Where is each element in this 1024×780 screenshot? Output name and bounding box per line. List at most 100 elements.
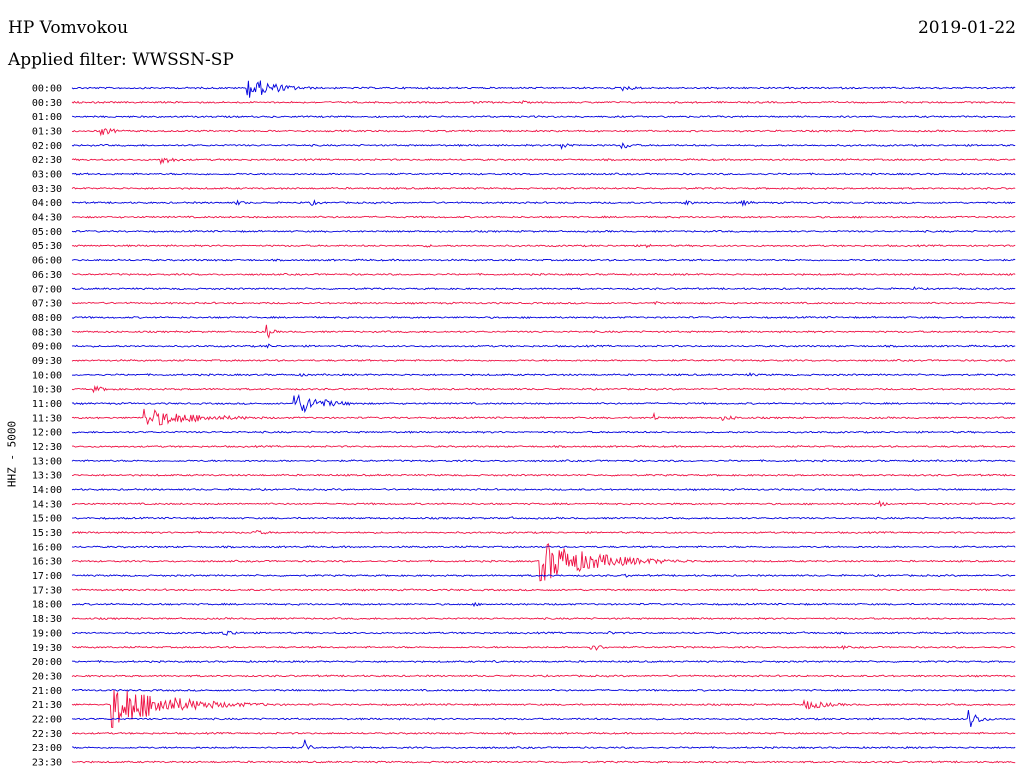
row-tick-label: 18:00 bbox=[32, 600, 62, 611]
row-tick-label: 20:30 bbox=[32, 671, 62, 682]
trace-row bbox=[71, 315, 1016, 320]
trace-row bbox=[71, 430, 1016, 434]
date-title: 2019-01-22 bbox=[917, 18, 1016, 38]
row-tick-label: 18:30 bbox=[32, 614, 62, 625]
trace-row bbox=[71, 543, 1016, 582]
trace-row bbox=[71, 199, 1016, 207]
row-tick-label: 13:00 bbox=[32, 456, 62, 467]
trace-row bbox=[71, 516, 1016, 520]
trace-row bbox=[71, 229, 1016, 233]
filter-label: Applied filter: WWSSN-SP bbox=[8, 50, 234, 70]
trace-row bbox=[71, 487, 1016, 492]
trace-row bbox=[71, 573, 1016, 578]
trace-row bbox=[71, 674, 1016, 678]
trace-row bbox=[71, 115, 1016, 119]
trace-row bbox=[71, 301, 1016, 306]
station-title: HP Vomvokou bbox=[8, 18, 129, 38]
trace-row bbox=[71, 630, 1016, 636]
row-tick-label: 17:00 bbox=[32, 571, 62, 582]
trace-row bbox=[71, 588, 1016, 592]
row-tick-label: 09:00 bbox=[32, 342, 62, 353]
row-tick-label: 14:30 bbox=[32, 499, 62, 510]
trace-row bbox=[71, 243, 1016, 249]
trace-row bbox=[71, 731, 1016, 735]
trace-row bbox=[71, 500, 1016, 508]
row-tick-label: 17:30 bbox=[32, 585, 62, 596]
trace-row bbox=[71, 473, 1016, 477]
row-tick-label: 03:30 bbox=[32, 184, 62, 195]
trace-row bbox=[71, 186, 1016, 190]
row-tick-label: 08:00 bbox=[32, 313, 62, 324]
trace-row bbox=[71, 659, 1016, 664]
row-tick-label: 14:00 bbox=[32, 485, 62, 496]
trace-row bbox=[71, 258, 1016, 262]
row-tick-label: 15:00 bbox=[32, 514, 62, 525]
row-tick-label: 09:30 bbox=[32, 356, 62, 367]
row-tick-label: 02:00 bbox=[32, 141, 62, 152]
trace-row bbox=[71, 80, 1016, 98]
row-tick-label: 16:30 bbox=[32, 557, 62, 568]
row-tick-label: 01:00 bbox=[32, 112, 62, 123]
trace-row bbox=[71, 286, 1016, 291]
row-tick-label: 23:00 bbox=[32, 743, 62, 754]
trace-row bbox=[71, 358, 1016, 362]
row-tick-label: 23:30 bbox=[32, 757, 62, 768]
trace-row bbox=[71, 760, 1016, 764]
trace-row bbox=[71, 324, 1016, 339]
trace-row bbox=[71, 739, 1016, 750]
row-tick-label: 05:00 bbox=[32, 227, 62, 238]
trace-row bbox=[71, 127, 1016, 137]
row-tick-label: 04:00 bbox=[32, 198, 62, 209]
row-tick-label: 19:00 bbox=[32, 628, 62, 639]
row-tick-label: 10:00 bbox=[32, 370, 62, 381]
row-tick-label: 08:30 bbox=[32, 327, 62, 338]
row-tick-label: 20:00 bbox=[32, 657, 62, 668]
trace-row bbox=[71, 690, 1016, 728]
trace-row bbox=[71, 215, 1016, 219]
row-tick-label: 22:00 bbox=[32, 714, 62, 725]
row-tick-label: 00:30 bbox=[32, 98, 62, 109]
trace-row bbox=[71, 545, 1016, 549]
trace-row bbox=[71, 617, 1016, 621]
row-tick-label: 19:30 bbox=[32, 643, 62, 654]
row-tick-label: 22:30 bbox=[32, 729, 62, 740]
row-tick-label: 04:30 bbox=[32, 213, 62, 224]
row-tick-label: 12:00 bbox=[32, 428, 62, 439]
trace-row bbox=[71, 142, 1016, 150]
trace-row bbox=[71, 459, 1016, 463]
row-tick-label: 02:30 bbox=[32, 155, 62, 166]
row-tick-label: 21:00 bbox=[32, 686, 62, 697]
row-tick-label: 07:30 bbox=[32, 299, 62, 310]
trace-row bbox=[71, 601, 1016, 608]
row-tick-label: 06:30 bbox=[32, 270, 62, 281]
row-tick-label: 06:00 bbox=[32, 256, 62, 267]
row-tick-label: 11:00 bbox=[32, 399, 62, 410]
trace-row bbox=[71, 688, 1016, 692]
row-tick-label: 10:30 bbox=[32, 385, 62, 396]
row-tick-label: 07:00 bbox=[32, 284, 62, 295]
row-tick-label: 11:30 bbox=[32, 413, 62, 424]
trace-row bbox=[71, 99, 1016, 105]
row-tick-label: 00:00 bbox=[32, 84, 62, 95]
trace-row bbox=[71, 172, 1016, 176]
trace-row bbox=[71, 444, 1016, 449]
trace-row bbox=[71, 385, 1016, 394]
trace-row bbox=[71, 709, 1016, 728]
trace-row bbox=[71, 408, 1016, 426]
row-tick-label: 01:30 bbox=[32, 127, 62, 138]
row-tick-label: 13:30 bbox=[32, 471, 62, 482]
trace-row bbox=[71, 272, 1016, 276]
trace-row bbox=[71, 157, 1016, 166]
row-tick-label: 15:30 bbox=[32, 528, 62, 539]
row-tick-label: 21:30 bbox=[32, 700, 62, 711]
trace-row bbox=[71, 372, 1016, 377]
trace-row bbox=[71, 343, 1016, 349]
trace-row bbox=[71, 530, 1016, 535]
trace-row bbox=[71, 393, 1016, 414]
trace-row bbox=[71, 645, 1016, 651]
row-tick-label: 12:30 bbox=[32, 442, 62, 453]
row-tick-label: 03:00 bbox=[32, 170, 62, 181]
row-tick-label: 05:30 bbox=[32, 241, 62, 252]
row-tick-label: 16:00 bbox=[32, 542, 62, 553]
